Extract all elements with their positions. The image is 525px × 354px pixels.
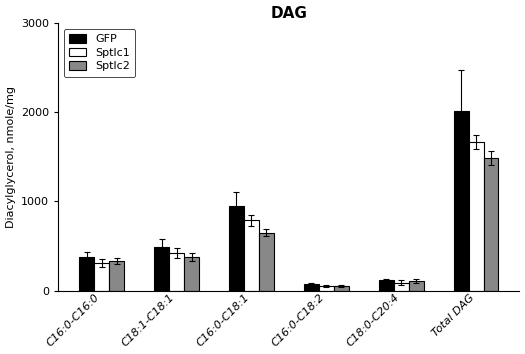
- Bar: [154, 247, 169, 291]
- Bar: [379, 280, 394, 291]
- Bar: [109, 261, 124, 291]
- Bar: [244, 220, 259, 291]
- Bar: [319, 286, 334, 291]
- Bar: [229, 206, 244, 291]
- Bar: [334, 286, 349, 291]
- Bar: [454, 110, 468, 291]
- Bar: [484, 158, 498, 291]
- Bar: [408, 281, 424, 291]
- Bar: [94, 263, 109, 291]
- Bar: [79, 257, 94, 291]
- Title: DAG: DAG: [270, 6, 307, 21]
- Bar: [169, 253, 184, 291]
- Legend: GFP, Sptlc1, Sptlc2: GFP, Sptlc1, Sptlc2: [64, 29, 135, 77]
- Bar: [259, 233, 274, 291]
- Bar: [468, 142, 484, 291]
- Y-axis label: Diacylglycerol, nmole/mg: Diacylglycerol, nmole/mg: [6, 86, 16, 228]
- Bar: [304, 284, 319, 291]
- Bar: [394, 282, 408, 291]
- Bar: [184, 257, 199, 291]
